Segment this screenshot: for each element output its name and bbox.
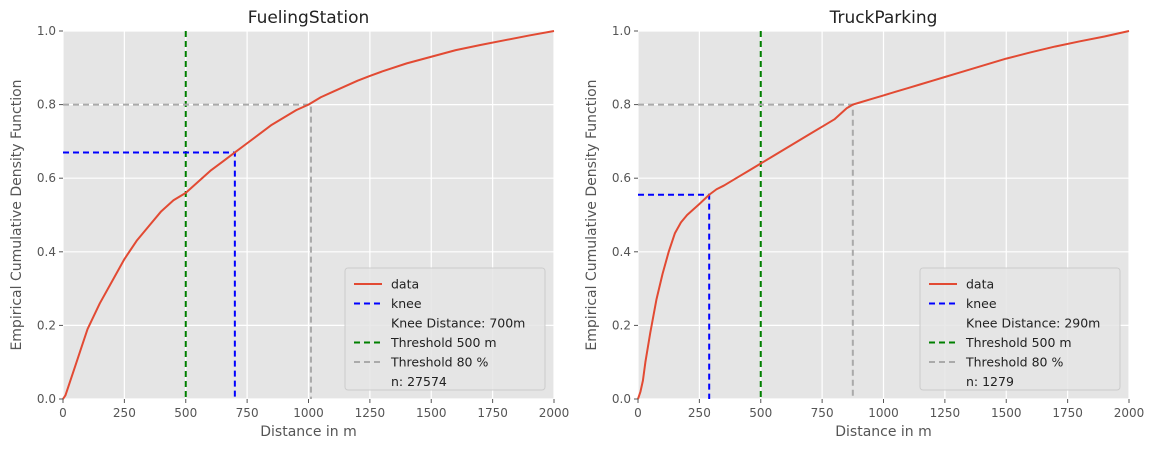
y-tick-label: 0.8 (612, 98, 631, 112)
y-ticks: 0.0 0.2 0.4 0.6 0.8 1.0 (37, 24, 63, 406)
x-tick-label: 1500 (416, 406, 447, 420)
y-tick-label: 1.0 (612, 24, 631, 38)
x-tick-label: 0 (59, 406, 67, 420)
chart-fueling-station: 0 250 500 750 1000 1250 1500 1750 2000 0.0 0.2 0.4… (9, 8, 569, 440)
x-axis-label: Distance in m (835, 424, 932, 440)
y-tick-label: 0.0 (612, 392, 631, 406)
y-tick-label: 0.2 (612, 318, 631, 332)
legend-entry-threshold-percent: Threshold 80 % (965, 355, 1063, 370)
x-ticks: 0 250 500 750 1000 1250 1500 1750 2000 (634, 399, 1144, 420)
legend-entry-knee: knee (966, 296, 997, 311)
threshold-percent-line (63, 103, 312, 399)
y-tick-label: 0.4 (37, 245, 56, 259)
legend-entry-knee-distance: Knee Distance: 700m (391, 316, 525, 331)
legend-frame (344, 267, 546, 391)
y-tick-label: 0.4 (612, 245, 631, 259)
x-tick-label: 1250 (930, 406, 961, 420)
legend-entry-data: data (391, 277, 419, 292)
legend-entry-n: n: 1279 (966, 374, 1014, 389)
y-tick-label: 1.0 (37, 24, 56, 38)
y-tick-label: 0.6 (37, 171, 56, 185)
series-line-data (62, 30, 555, 400)
legend-entry-threshold-distance: Threshold 500 m (390, 335, 497, 350)
legend-frame (919, 267, 1121, 391)
x-tick-label: 1000 (868, 406, 899, 420)
y-tick-label: 0.6 (612, 171, 631, 185)
x-tick-label: 1750 (477, 406, 508, 420)
legend: data knee Knee Distance: 700m Threshold 500… (344, 267, 546, 391)
x-tick-label: 500 (174, 406, 197, 420)
legend-entry-threshold-percent: Threshold 80 % (390, 355, 488, 370)
x-tick-label: 1000 (293, 406, 324, 420)
x-tick-label: 1750 (1052, 406, 1083, 420)
y-tick-label: 0.8 (37, 98, 56, 112)
x-ticks: 0 250 500 750 1000 1250 1500 1750 2000 (59, 399, 569, 420)
x-tick-label: 750 (236, 406, 259, 420)
grid (637, 30, 1130, 400)
x-tick-label: 500 (749, 406, 772, 420)
x-tick-label: 250 (688, 406, 711, 420)
y-tick-label: 0.2 (37, 318, 56, 332)
y-axis-label: Empirical Cumulative Density Function (584, 79, 600, 350)
legend-entry-n: n: 27574 (391, 374, 447, 389)
x-tick-label: 1500 (991, 406, 1022, 420)
series (637, 30, 1130, 400)
y-tick-label: 0.0 (37, 392, 56, 406)
legend: data knee Knee Distance: 290m Threshold 500… (919, 267, 1121, 391)
legend-entry-threshold-distance: Threshold 500 m (965, 335, 1072, 350)
x-axis-label: Distance in m (260, 424, 357, 440)
y-axis-label: Empirical Cumulative Density Function (9, 79, 25, 350)
x-tick-label: 2000 (539, 406, 570, 420)
x-tick-label: 0 (634, 406, 642, 420)
legend-entry-knee-distance: Knee Distance: 290m (966, 316, 1100, 331)
x-tick-label: 2000 (1114, 406, 1145, 420)
series (62, 30, 555, 400)
x-tick-label: 1250 (355, 406, 386, 420)
series-line-data (637, 30, 1130, 400)
legend-entry-knee: knee (391, 296, 422, 311)
chart-truck-parking: 0 250 500 750 1000 1250 1500 1750 2000 0.0 0.2 0.4… (584, 8, 1144, 440)
chart-title: FuelingStation (248, 8, 370, 28)
chart-title: TruckParking (829, 8, 938, 28)
y-ticks: 0.0 0.2 0.4 0.6 0.8 1.0 (612, 24, 638, 406)
x-tick-label: 750 (811, 406, 834, 420)
legend-entry-data: data (966, 277, 994, 292)
x-tick-label: 250 (113, 406, 136, 420)
